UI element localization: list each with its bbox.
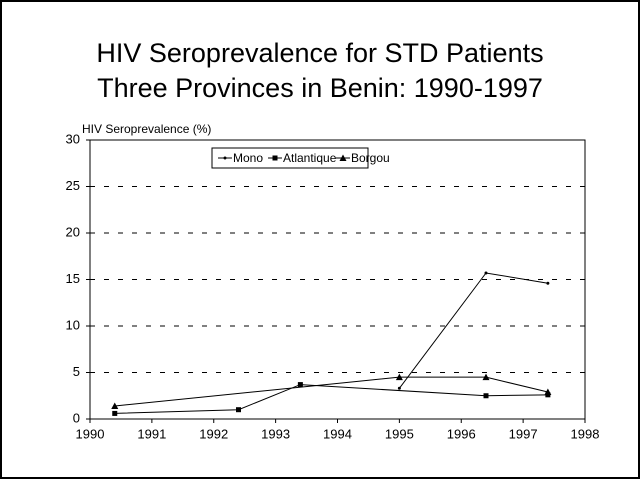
y-tick-label: 0 (73, 410, 80, 425)
y-tick-label: 10 (66, 317, 80, 332)
marker (297, 382, 303, 388)
marker (397, 386, 401, 390)
title-line: HIV Seroprevalence for STD Patients (96, 38, 543, 68)
x-tick-label: 1998 (571, 426, 600, 441)
y-tick-label: 5 (73, 364, 80, 379)
x-tick-label: 1991 (137, 426, 166, 441)
x-tick-label: 1994 (323, 426, 352, 441)
x-tick-label: 1997 (509, 426, 538, 441)
y-axis-label: HIV Seroprevalence (%) (82, 122, 211, 136)
legend-label: Atlantique (283, 151, 337, 165)
legend-marker (339, 154, 347, 161)
marker (483, 393, 489, 399)
marker (544, 388, 552, 396)
marker (484, 271, 488, 275)
x-tick-label: 1996 (447, 426, 476, 441)
legend-marker (272, 155, 278, 161)
marker (546, 281, 550, 285)
series-line (114, 376, 548, 407)
y-tick-label: 20 (66, 224, 80, 239)
x-tick-label: 1995 (385, 426, 414, 441)
x-tick-label: 1990 (76, 426, 105, 441)
plot-frame (89, 139, 586, 420)
legend-label: Mono (233, 151, 263, 165)
y-tick-label: 25 (66, 178, 80, 193)
marker (236, 407, 241, 413)
legend-label: Borgou (351, 151, 390, 165)
y-tick-label: 30 (66, 131, 80, 146)
y-tick-label: 15 (66, 271, 80, 286)
marker (112, 410, 118, 416)
x-tick-label: 1992 (199, 426, 228, 441)
marker (111, 402, 119, 409)
title-line: Three Provinces in Benin: 1990-1997 (97, 73, 543, 103)
legend-marker (223, 156, 227, 160)
x-tick-label: 1993 (261, 426, 290, 441)
marker (482, 373, 490, 381)
legend (211, 147, 369, 169)
marker (395, 373, 403, 381)
